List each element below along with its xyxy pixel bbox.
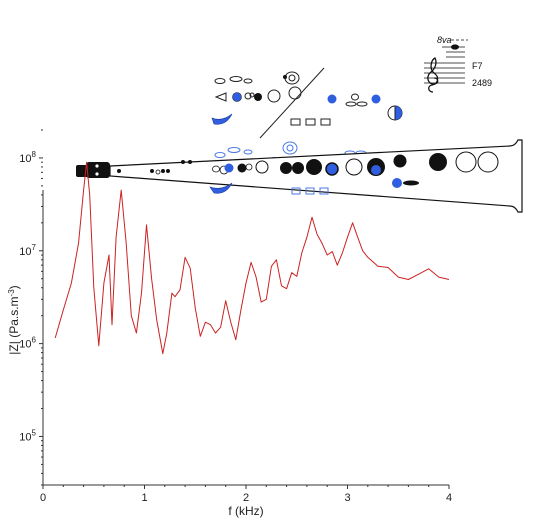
x-axis-ticks: 0 1 2 3 4 (40, 485, 452, 504)
x-tick-label: 2 (243, 492, 249, 504)
note-name: F7 (472, 61, 483, 71)
y-tick-label: 105 (19, 428, 36, 443)
neck (86, 162, 110, 178)
ottava-label: 8va (437, 35, 452, 45)
x-axis-label: f (kHz) (228, 504, 263, 518)
y-axis-label-exponent: -3 (7, 289, 16, 297)
y-axis-ticks: 105 106 107 108 (19, 129, 43, 486)
saxophone-body (76, 139, 523, 213)
x-tick-label: 3 (344, 492, 350, 504)
x-tick-label: 0 (40, 492, 46, 504)
note-head (451, 44, 459, 50)
y-axis-label-main: |Z| (Pa.s.m (7, 296, 21, 354)
fingering-chart (211, 67, 403, 139)
saxophone-illustration: 8va F7 2489 (76, 35, 523, 213)
x-tick-label: 1 (141, 492, 147, 504)
y-tick-label: 108 (19, 150, 36, 165)
y-tick-label: 106 (19, 336, 36, 351)
note-staff: 8va F7 2489 (424, 35, 492, 93)
note-frequency: 2489 (472, 78, 492, 88)
treble-clef-icon (427, 57, 439, 93)
y-axis-label: |Z| (Pa.s.m-3) (7, 285, 21, 354)
y-tick-label: 107 (19, 243, 36, 258)
x-tick-label: 4 (446, 492, 452, 504)
impedance-chart: 0 1 2 3 4 105 106 107 108 f (kHz) |Z| (Pa.s.m-3… (7, 129, 452, 518)
y-axis-label-close: ) (7, 285, 21, 289)
impedance-series-line (54, 161, 450, 355)
